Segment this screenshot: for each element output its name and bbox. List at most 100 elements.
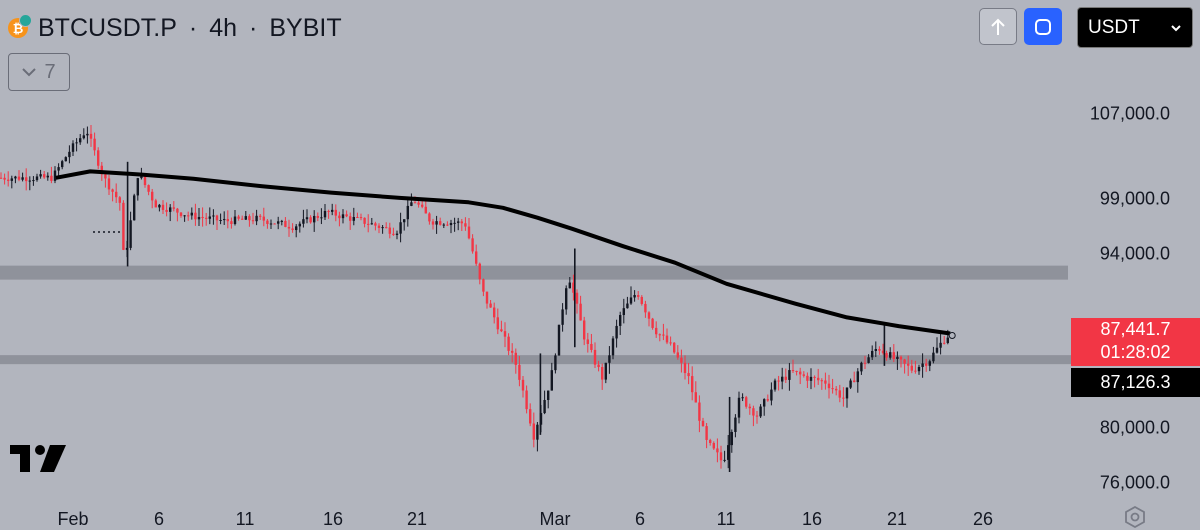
- gear-icon[interactable]: [1124, 506, 1146, 528]
- price-tick: 76,000.0: [1099, 472, 1170, 493]
- candle-body: [179, 212, 183, 216]
- support-resistance-levels: [0, 265, 1071, 365]
- candle-body: [705, 426, 708, 440]
- candle-body: [842, 397, 845, 399]
- candle-body: [295, 226, 298, 231]
- candle-body: [619, 315, 622, 326]
- candle-body: [230, 221, 233, 224]
- currency-select[interactable]: USDT: [1077, 7, 1193, 48]
- candle-body: [446, 224, 449, 226]
- candle-body: [35, 176, 39, 181]
- candle-body: [14, 176, 17, 179]
- candle-body: [453, 222, 456, 224]
- candle-body: [226, 219, 229, 222]
- candle-body: [151, 191, 154, 201]
- candle-body: [712, 442, 715, 449]
- candle-body: [442, 224, 445, 226]
- candle-body: [557, 324, 561, 356]
- candle-body: [298, 223, 301, 227]
- candle-body: [791, 370, 795, 372]
- candle-body: [795, 370, 798, 372]
- candle-body: [197, 216, 201, 220]
- candle-body: [79, 138, 82, 143]
- candle-body: [129, 220, 132, 248]
- chevron-down-icon: [22, 68, 37, 77]
- candle-body: [899, 356, 903, 360]
- candle-body: [809, 376, 813, 381]
- candle-body: [885, 353, 888, 358]
- candle-body: [608, 355, 611, 363]
- candle-body: [32, 180, 35, 182]
- candle-body: [730, 431, 733, 446]
- candle-body: [464, 223, 467, 227]
- candle-body: [377, 225, 381, 228]
- candle-body: [71, 143, 75, 152]
- sync-icon: [1035, 18, 1051, 35]
- time-tick: 6: [153, 509, 165, 529]
- candle-body: [507, 336, 510, 351]
- candle-body: [644, 303, 647, 313]
- candle-body: [205, 217, 208, 219]
- symbol-header[interactable]: ₿ BTCUSDT.P · 4h · BYBIT: [8, 10, 342, 46]
- sync-button[interactable]: [1024, 8, 1062, 45]
- candle-body: [25, 177, 28, 182]
- candle-body: [338, 215, 341, 219]
- candle-body: [673, 342, 676, 353]
- candle-body: [921, 363, 924, 367]
- price-level-band: [0, 265, 1068, 280]
- candle-body: [946, 337, 949, 343]
- candle-body: [3, 177, 6, 180]
- candle-body: [633, 295, 636, 298]
- candle-body: [320, 217, 323, 219]
- candle-body: [169, 207, 172, 212]
- time-tick: 11: [235, 509, 255, 529]
- candle-body: [385, 227, 388, 229]
- candle-body: [835, 388, 838, 391]
- scroll-up-button[interactable]: [979, 8, 1017, 45]
- candle-body: [881, 350, 885, 354]
- candle-body: [241, 218, 244, 220]
- candle-body: [503, 331, 507, 337]
- candle-body: [75, 142, 78, 144]
- candle-body: [845, 387, 849, 399]
- price-level-band: [0, 355, 1071, 365]
- candle-body: [154, 200, 157, 208]
- candle-body: [21, 177, 24, 180]
- time-tick: Mar: [539, 509, 571, 529]
- candle-body: [194, 212, 197, 220]
- symbol-name: BTCUSDT.P: [38, 13, 177, 42]
- candle-body: [309, 217, 312, 223]
- candle-body: [356, 216, 359, 218]
- candle-body: [46, 175, 49, 178]
- candle-body: [525, 390, 528, 410]
- indicators-count: 7: [44, 60, 56, 83]
- candle-body: [550, 370, 553, 391]
- candle-body: [190, 212, 193, 216]
- candle-body: [820, 380, 823, 382]
- indicators-collapse-button[interactable]: 7: [8, 53, 70, 91]
- candle-body: [831, 388, 834, 390]
- candle-body: [291, 228, 294, 231]
- candle-body: [82, 135, 85, 139]
- candle-body: [115, 191, 118, 198]
- candle-body: [86, 133, 89, 136]
- candle-body: [716, 448, 719, 453]
- candle-body: [723, 459, 726, 461]
- candle-body: [93, 138, 96, 151]
- candle-body: [439, 221, 442, 225]
- candle-body: [107, 178, 111, 190]
- candle-body: [500, 329, 503, 332]
- candle-body: [248, 216, 251, 221]
- candle-body: [399, 222, 402, 234]
- candle-body: [849, 380, 852, 388]
- candle-body: [734, 417, 737, 432]
- candle-body: [133, 195, 136, 221]
- candle-body: [727, 445, 730, 460]
- candle-body: [817, 377, 820, 381]
- candle-body: [475, 251, 478, 264]
- chevron-down-icon: [1171, 24, 1181, 31]
- candle-body: [943, 342, 946, 344]
- time-tick: 26: [972, 509, 994, 529]
- candle-body: [676, 352, 679, 358]
